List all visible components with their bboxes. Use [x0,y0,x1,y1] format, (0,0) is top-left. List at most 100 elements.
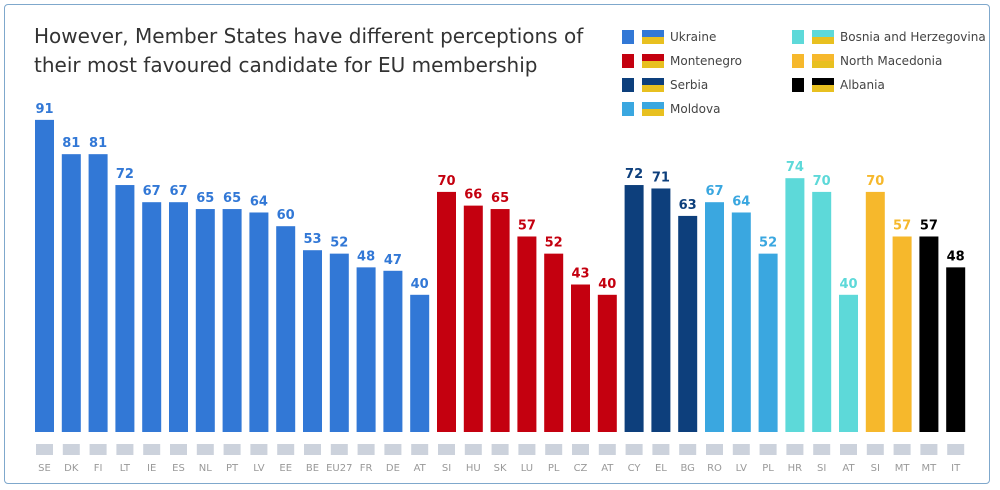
category-label: NL [199,463,212,474]
bar [919,236,939,432]
bar [303,250,322,432]
bar [249,212,269,432]
flag-icon [786,444,804,455]
flag-icon [652,444,670,455]
category-label: SI [442,463,451,474]
data-label: 40 [598,277,616,292]
flag-icon [62,444,80,455]
legend-swatch [792,78,804,92]
legend-item: Ukraine [622,30,716,44]
category-label: AT [414,463,427,474]
category-label: BG [680,463,694,474]
flag-icon [642,102,664,116]
category-label: AT [842,463,855,474]
flag-icon [170,444,187,455]
bar [624,185,644,432]
data-label: 43 [571,267,589,282]
flag-icon [866,444,884,455]
category-label: EL [655,463,667,474]
flag-icon [384,444,402,455]
legend-label: Serbia [670,78,709,92]
category-label: EU27 [326,463,352,474]
flag-icon [679,444,697,455]
bar [597,294,617,432]
bar [705,202,724,432]
bar [276,226,296,432]
data-label: 40 [411,277,429,292]
category-label: LV [736,463,747,474]
legend-item: North Macedonia [792,54,942,68]
bar [437,191,456,432]
bar [222,209,242,432]
legend-swatch [622,102,634,116]
bar [88,154,108,433]
bar [35,119,54,433]
flag-icon [572,444,589,455]
data-label: 74 [786,160,804,175]
flag-icon [812,54,834,68]
flag-icon [36,444,53,455]
category-label: DE [386,463,400,474]
bar [571,284,590,432]
data-label: 52 [545,236,563,251]
flag-icon [642,78,664,92]
category-label: CY [628,463,642,474]
data-label: 64 [250,194,268,209]
bar [758,253,778,432]
flag-icon [116,444,134,455]
data-label: 70 [813,174,831,189]
flag-icon [759,444,777,455]
data-label: 48 [357,249,375,264]
data-label: 71 [652,170,670,185]
flag-icon [893,444,911,455]
bar [946,267,966,432]
legend-item: Albania [792,78,885,92]
legend-label: Moldova [670,102,721,116]
legend-swatch [792,30,804,44]
bar [812,191,832,432]
bar [544,253,564,432]
legend-label: Albania [840,78,885,92]
bar [463,205,483,432]
bar [61,154,81,433]
data-label: 40 [839,277,857,292]
data-label: 70 [437,174,455,189]
legend-item: Bosnia and Herzegovina [792,30,986,44]
bar [356,267,376,432]
data-label: 57 [920,218,938,233]
bar [651,188,671,432]
flag-icon [277,444,295,455]
data-label: 57 [518,218,536,233]
category-label: HU [466,463,481,474]
data-label: 65 [196,191,214,206]
bar [785,178,805,432]
data-label: 53 [303,232,321,247]
legend-swatch [622,54,634,68]
flag-icon [196,444,214,455]
bar [195,209,215,432]
data-label: 81 [89,136,107,151]
flag-icon [642,54,664,68]
bar [169,202,188,432]
legend-label: Ukraine [670,30,717,44]
bar [865,191,885,432]
data-label: 57 [893,218,911,233]
chart-frame [4,4,990,484]
bar [329,253,349,432]
flag-icon [642,30,664,44]
bar [678,215,698,432]
category-label: MT [895,463,911,474]
bar [383,270,403,432]
category-label: MT [922,463,938,474]
category-label: ES [172,463,185,474]
category-label: SE [38,463,51,474]
flag-icon [491,444,509,455]
bar [517,236,537,432]
legend-item: Moldova [622,102,720,116]
flag-icon [518,444,536,455]
legend-label: Bosnia and Herzegovina [840,30,986,44]
flag-icon [706,444,723,455]
flag-icon [143,444,161,455]
category-label: FI [94,463,103,474]
